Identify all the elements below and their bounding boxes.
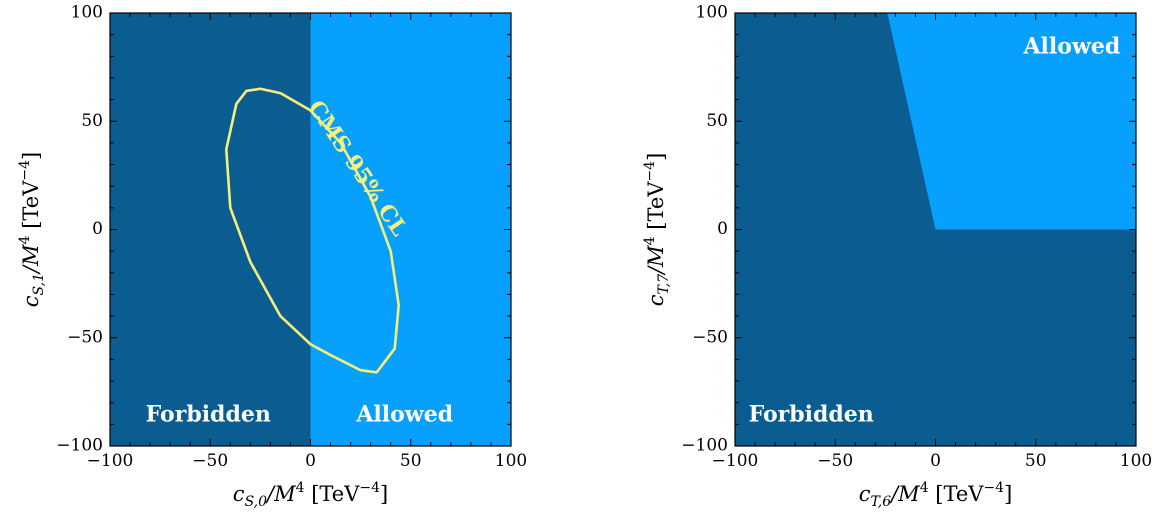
x-tick-label: −100 [712, 451, 759, 471]
x-tick-label: 0 [305, 451, 316, 471]
y-tick-label: 0 [92, 219, 103, 239]
y-axis-label: cT,7/M4 [TeV−4] [642, 153, 672, 307]
x-tick-label: 0 [930, 451, 941, 471]
region-label-forbidden: Forbidden [146, 402, 271, 428]
y-tick-label: −50 [692, 327, 728, 347]
x-tick-label: 50 [1025, 451, 1047, 471]
region-allowed [887, 13, 1136, 230]
x-tick-label: −50 [192, 451, 228, 471]
y-tick-label: −100 [56, 436, 103, 456]
x-tick-label: −100 [87, 451, 134, 471]
y-tick-label: −50 [67, 327, 103, 347]
y-tick-label: 100 [71, 3, 103, 23]
confidence-contour [224, 87, 401, 374]
region-label-allowed: Allowed [355, 402, 453, 428]
x-tick-label: 50 [400, 451, 422, 471]
x-tick-label: −50 [817, 451, 853, 471]
y-tick-label: 50 [81, 111, 103, 131]
region-forbidden [110, 13, 311, 446]
y-tick-label: 0 [717, 219, 728, 239]
y-tick-label: 100 [696, 3, 728, 23]
plot-area: Forbidden Allowed [735, 13, 1136, 446]
chart-panel-right: Forbidden Allowed −100 −50 0 50 100 −100 −50 0 50 1… [642, 3, 1152, 511]
region-allowed [310, 13, 511, 446]
x-tick-label: 100 [495, 451, 527, 471]
y-tick-label: −100 [681, 436, 728, 456]
y-axis-label: cS,1/M4 [TeV−4] [17, 152, 47, 307]
region-label-allowed: Allowed [1022, 34, 1120, 60]
x-axis-label: cT,6/M4 [TeV−4] [859, 480, 1013, 510]
region-label-forbidden: Forbidden [749, 402, 874, 428]
x-axis-label: cS,0/M4 [TeV−4] [233, 480, 388, 510]
x-tick-label: 100 [1120, 451, 1152, 471]
y-tick-label: 50 [706, 111, 728, 131]
